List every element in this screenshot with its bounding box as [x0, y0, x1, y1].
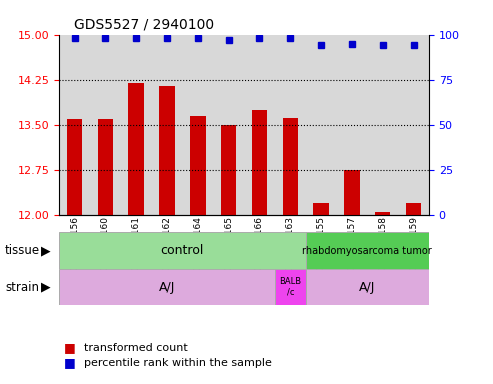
- Bar: [98, 119, 113, 215]
- Bar: [182, 35, 213, 215]
- Bar: [275, 35, 306, 215]
- Bar: [244, 35, 275, 215]
- Bar: [314, 203, 329, 215]
- Bar: [406, 203, 421, 215]
- Text: ▶: ▶: [40, 281, 50, 293]
- Text: A/J: A/J: [159, 281, 175, 293]
- Bar: [344, 170, 359, 215]
- Bar: [159, 86, 175, 215]
- Text: tissue: tissue: [5, 244, 40, 257]
- Bar: [336, 35, 367, 215]
- Text: transformed count: transformed count: [84, 343, 187, 353]
- Bar: [213, 35, 244, 215]
- Bar: [221, 125, 236, 215]
- Text: strain: strain: [5, 281, 39, 293]
- Bar: [306, 269, 429, 305]
- Bar: [190, 116, 206, 215]
- Bar: [121, 35, 152, 215]
- Text: BALB
/c: BALB /c: [279, 277, 301, 297]
- Text: ▶: ▶: [40, 244, 50, 257]
- Bar: [306, 232, 429, 269]
- Bar: [275, 269, 306, 305]
- Bar: [129, 83, 144, 215]
- Bar: [152, 35, 182, 215]
- Bar: [59, 269, 275, 305]
- Bar: [90, 35, 121, 215]
- Text: GDS5527 / 2940100: GDS5527 / 2940100: [74, 17, 214, 31]
- Bar: [306, 35, 336, 215]
- Text: ■: ■: [64, 356, 76, 369]
- Text: ■: ■: [64, 341, 76, 354]
- Bar: [375, 212, 390, 215]
- Bar: [67, 119, 82, 215]
- Bar: [398, 35, 429, 215]
- Bar: [252, 110, 267, 215]
- Bar: [367, 35, 398, 215]
- Text: rhabdomyosarcoma tumor: rhabdomyosarcoma tumor: [302, 245, 432, 256]
- Text: control: control: [161, 244, 204, 257]
- Bar: [59, 232, 306, 269]
- Text: percentile rank within the sample: percentile rank within the sample: [84, 358, 272, 368]
- Bar: [282, 118, 298, 215]
- Bar: [59, 35, 90, 215]
- Text: A/J: A/J: [359, 281, 376, 293]
